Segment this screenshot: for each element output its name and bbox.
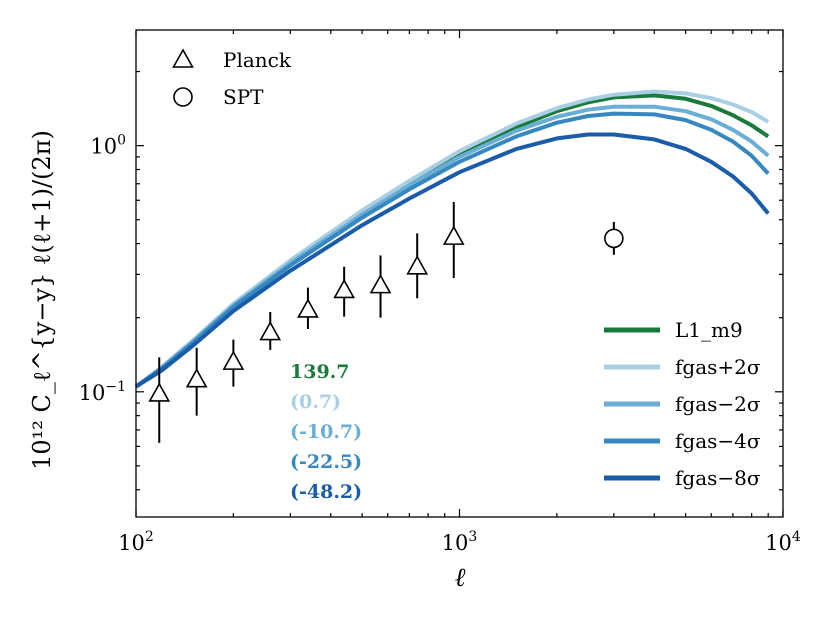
planck-point-6 [333, 278, 356, 299]
planck-point-9 [442, 225, 465, 245]
y-tick-label: 100 [90, 133, 126, 159]
planck-point-2 [185, 368, 208, 388]
x-axis-label: ℓ [455, 563, 466, 593]
model-lines [134, 89, 770, 389]
planck-point-5 [297, 298, 319, 318]
legend-marker-planck [172, 48, 194, 68]
annotation-4: (-22.5) [290, 451, 362, 473]
annotation-5: (-48.2) [290, 481, 362, 503]
x-tick-label: 102 [118, 529, 154, 555]
legend-label-5: fgas−8σ [675, 466, 761, 490]
legend-label-3: fgas−2σ [675, 392, 761, 416]
series-line-5 [134, 132, 770, 389]
legend: Planck SPT L1_m9 fgas+2σ fgas−2σ fgas−4σ fgas−… [172, 48, 761, 490]
spt-point-1 [604, 228, 624, 249]
legend-label-spt: SPT [223, 85, 264, 109]
y-tick-label: 10−1 [79, 379, 126, 405]
axis-ticks [135, 30, 784, 517]
annotation-1: 139.7 [290, 361, 350, 383]
planck-point-8 [406, 255, 429, 275]
legend-label-planck: Planck [223, 48, 292, 72]
annotation-3: (-10.7) [290, 421, 362, 443]
annotation-2: (0.7) [290, 391, 341, 413]
legend-label-1: L1_m9 [675, 318, 743, 342]
planck-point-1 [148, 382, 171, 402]
data-points [148, 202, 624, 443]
annotations: 139.7 (0.7) (-10.7) (-22.5) (-48.2) [290, 361, 362, 503]
planck-point-3 [222, 350, 245, 370]
legend-label-4: fgas−4σ [675, 429, 761, 453]
x-tick-label: 104 [765, 529, 801, 555]
x-tick-label: 103 [442, 529, 478, 555]
legend-label-2: fgas+2σ [675, 355, 761, 379]
y-axis-label: 10¹² C_ℓ^{y−y} ℓ(ℓ+1)/(2π) [28, 130, 56, 470]
series-line-4 [134, 111, 770, 389]
legend-marker-spt [173, 87, 193, 107]
planck-point-7 [369, 273, 392, 294]
planck-point-4 [259, 320, 282, 341]
tick-labels: 102 103 104 10−1 100 [79, 133, 801, 555]
